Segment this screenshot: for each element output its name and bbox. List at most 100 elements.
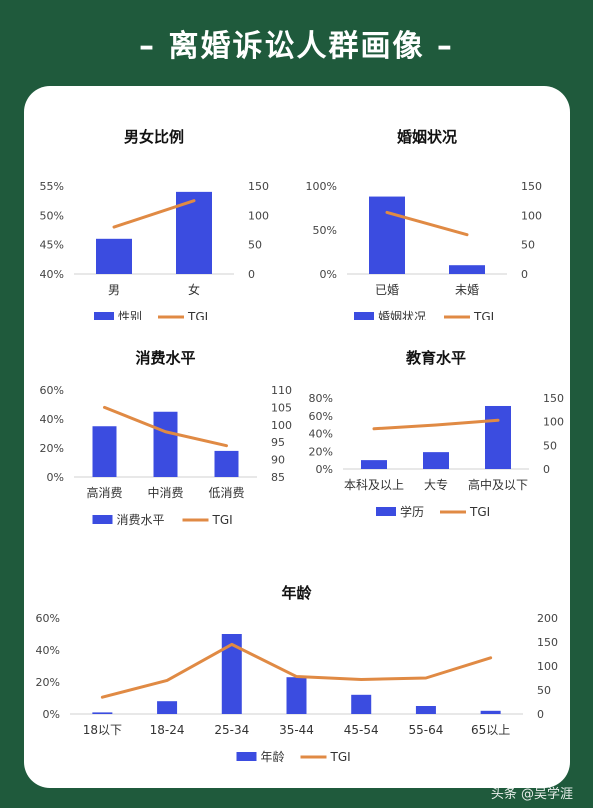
left-tick-label: 100% <box>306 180 337 193</box>
right-tick-label: 50 <box>248 239 262 252</box>
page-title: – 离婚诉讼人群画像 – <box>139 29 454 64</box>
bar <box>157 701 178 714</box>
left-tick-label: 45% <box>40 239 64 252</box>
tgi-line <box>385 210 469 237</box>
left-tick-label: 0% <box>320 268 337 281</box>
right-tick-label: 150 <box>248 180 269 193</box>
legend-line-label: TGI <box>212 513 233 527</box>
category-label: 65以上 <box>471 723 510 737</box>
right-tick-label: 150 <box>537 636 558 649</box>
tgi-line <box>103 405 228 448</box>
right-tick-label: 95 <box>271 436 285 449</box>
category-label: 25-34 <box>214 723 249 737</box>
left-tick-label: 50% <box>40 209 64 222</box>
category-label: 已婚 <box>375 283 399 297</box>
legend-line-label: TGI <box>187 310 208 320</box>
right-tick-label: 50 <box>543 439 557 452</box>
left-tick-label: 55% <box>40 180 64 193</box>
bar <box>351 694 372 714</box>
bar <box>369 196 405 274</box>
right-tick-label: 0 <box>248 268 255 281</box>
bar <box>480 710 501 714</box>
right-tick-label: 0 <box>521 268 528 281</box>
bar <box>361 460 387 469</box>
right-tick-label: 100 <box>248 209 269 222</box>
category-label: 高中及以下 <box>468 477 528 492</box>
right-tick-label: 100 <box>271 419 292 432</box>
right-tick-label: 50 <box>521 239 535 252</box>
category-label: 18以下 <box>83 723 122 737</box>
legend-line-label: TGI <box>330 750 351 764</box>
consumption-level-chart: 消费水平 60% 40% 20% 0% 110 105 100 95 90 85 高消费 中消费 低消费消… <box>24 331 297 541</box>
right-tick-label: 105 <box>271 401 292 414</box>
left-tick-label: 20% <box>309 445 333 458</box>
legend-line-label: TGI <box>469 505 490 519</box>
age-svg: 年龄 60% 40% 20% 0% 200 150 100 50 0 18以下 18-24 25-34 3… <box>36 584 558 764</box>
right-tick-label: 100 <box>521 209 542 222</box>
gender-ratio-chart: 男女比例 55% 50% 45% 40% 150 100 50 0 男 女性别 TGI <box>24 110 297 320</box>
category-label: 低消费 <box>208 486 244 500</box>
legend-bar-swatch <box>354 312 374 320</box>
chart-title: 男女比例 <box>124 128 184 146</box>
bar <box>92 712 113 714</box>
right-tick-label: 110 <box>271 384 292 397</box>
category-label: 女 <box>188 282 200 297</box>
category-label: 高消费 <box>86 485 122 500</box>
category-label: 未婚 <box>455 283 479 297</box>
age-chart: 年龄 60% 40% 20% 0% 200 150 100 50 0 18以下 18-24 25-34 3… <box>24 566 570 788</box>
bar <box>449 265 485 274</box>
legend-bar-swatch <box>236 752 257 761</box>
category-label: 本科及以上 <box>344 478 404 492</box>
right-tick-label: 200 <box>537 612 558 625</box>
legend-bar-label: 性别 <box>118 310 142 320</box>
legend-bar-swatch <box>92 515 113 524</box>
category-label: 大专 <box>424 477 448 492</box>
legend-bar-label: 消费水平 <box>117 513 165 527</box>
right-tick-label: 50 <box>537 684 551 697</box>
left-tick-label: 40% <box>309 428 333 441</box>
chart-title: 婚姻状况 <box>397 128 457 146</box>
right-tick-label: 150 <box>521 180 542 193</box>
category-label: 中消费 <box>147 485 183 500</box>
category-label: 55-64 <box>408 723 443 737</box>
left-tick-label: 50% <box>313 224 337 237</box>
left-tick-label: 20% <box>36 676 60 689</box>
category-label: 18-24 <box>150 723 185 737</box>
right-tick-label: 150 <box>543 392 564 405</box>
left-tick-label: 80% <box>309 392 333 405</box>
left-tick-label: 0% <box>47 471 64 484</box>
category-label: 35-44 <box>279 723 314 737</box>
chart-title: 消费水平 <box>135 349 195 367</box>
left-tick-label: 20% <box>40 442 64 455</box>
left-tick-label: 40% <box>40 413 64 426</box>
left-tick-label: 60% <box>309 410 333 423</box>
right-tick-label: 90 <box>271 454 285 467</box>
bar <box>214 450 239 477</box>
left-tick-label: 40% <box>36 644 60 657</box>
header: – 离婚诉讼人群画像 – <box>0 0 593 86</box>
legend-line-label: TGI <box>473 310 494 320</box>
gender-svg: 男女比例 55% 50% 45% 40% 150 100 50 0 男 女性别 TGI <box>40 128 269 320</box>
tgi-line <box>112 199 196 229</box>
bar <box>221 634 242 714</box>
category-label: 45-54 <box>344 723 379 737</box>
left-tick-label: 60% <box>40 384 64 397</box>
bar <box>286 677 307 714</box>
tgi-line <box>372 418 500 431</box>
education-level-chart: 教育水平 80% 60% 40% 20% 0% 150 100 50 0 本科及以上 大专 高中及以下学… <box>297 331 570 541</box>
bar <box>415 706 436 714</box>
right-tick-label: 0 <box>543 463 550 476</box>
chart-title: 教育水平 <box>405 349 466 367</box>
right-tick-label: 100 <box>537 660 558 673</box>
chart-title: 年龄 <box>281 584 312 602</box>
left-tick-label: 40% <box>40 268 64 281</box>
bar <box>485 405 511 469</box>
marital-status-chart: 婚姻状况 100% 50% 0% 150 100 50 0 已婚 未婚 婚姻状况 TGI <box>297 110 570 320</box>
right-tick-label: 85 <box>271 471 285 484</box>
legend-bar-label: 学历 <box>400 504 424 519</box>
left-tick-label: 0% <box>316 463 333 476</box>
right-tick-label: 100 <box>543 416 564 429</box>
left-tick-label: 0% <box>43 708 60 721</box>
legend-bar-label: 婚姻状况 <box>378 309 426 320</box>
